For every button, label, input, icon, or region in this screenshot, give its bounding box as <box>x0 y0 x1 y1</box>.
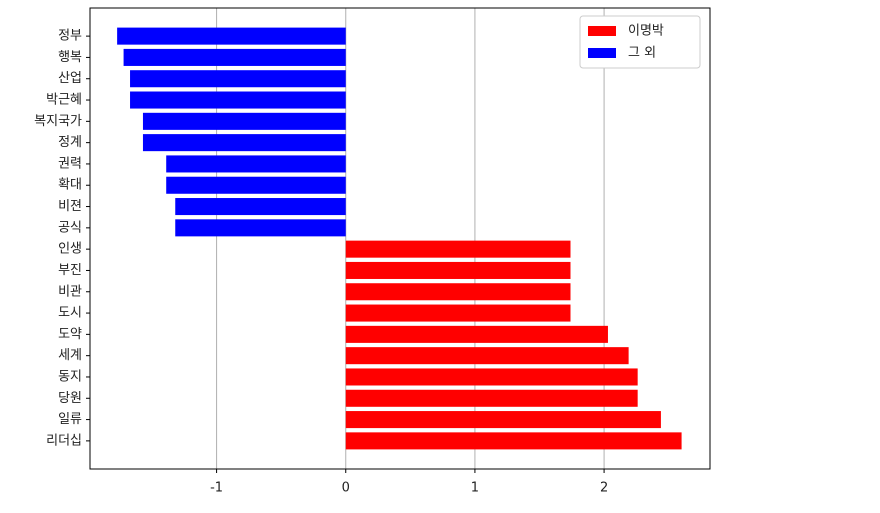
bar <box>175 198 346 216</box>
y-tick-label: 비젼 <box>58 199 82 214</box>
bar <box>345 283 571 301</box>
y-tick-label: 정부 <box>58 29 82 44</box>
x-tick-label: -1 <box>210 481 223 496</box>
bar <box>130 70 346 88</box>
y-tick-label: 권력 <box>58 156 82 171</box>
y-tick-label: 도시 <box>58 306 82 321</box>
legend-label: 이명박 <box>628 24 664 39</box>
plot-frame <box>89 7 711 470</box>
bar <box>345 347 629 365</box>
legend-swatch <box>588 48 616 58</box>
y-tick-label: 당원 <box>58 391 82 406</box>
bar <box>345 261 571 279</box>
y-tick-label: 부진 <box>58 263 82 278</box>
y-tick-label: 확대 <box>58 178 82 193</box>
y-tick-label: 세계 <box>58 348 82 363</box>
y-tick-label: 동지 <box>58 369 82 384</box>
bar <box>166 155 346 173</box>
bar <box>345 240 571 258</box>
bar <box>142 112 346 130</box>
y-tick-label: 일류 <box>58 412 82 427</box>
y-tick-label: 정계 <box>58 135 82 150</box>
bar <box>117 27 346 45</box>
bar <box>345 368 638 386</box>
bar <box>130 91 346 109</box>
bar <box>175 219 346 237</box>
y-tick-label: 산업 <box>58 71 82 86</box>
legend-swatch <box>588 26 616 36</box>
y-tick-label: 도약 <box>58 327 82 342</box>
bar <box>345 325 608 343</box>
y-tick-label: 비관 <box>58 284 82 299</box>
y-tick-label: 리더십 <box>46 433 82 448</box>
bar <box>345 411 661 429</box>
y-tick-label: 인생 <box>58 242 82 257</box>
legend-label: 그 외 <box>628 46 656 61</box>
bar <box>123 48 346 66</box>
bar <box>345 304 571 322</box>
bar <box>345 432 682 450</box>
y-tick-label: 공식 <box>58 220 82 235</box>
x-tick-label: 2 <box>600 481 608 496</box>
y-tick-label: 박근혜 <box>46 93 82 108</box>
bar <box>142 134 346 152</box>
bar <box>166 176 346 194</box>
bar <box>345 389 638 407</box>
x-tick-label: 1 <box>471 481 479 496</box>
y-tick-label: 행복 <box>58 49 82 65</box>
x-tick-label: 0 <box>342 481 350 496</box>
y-tick-label: 복지국가 <box>34 114 82 129</box>
